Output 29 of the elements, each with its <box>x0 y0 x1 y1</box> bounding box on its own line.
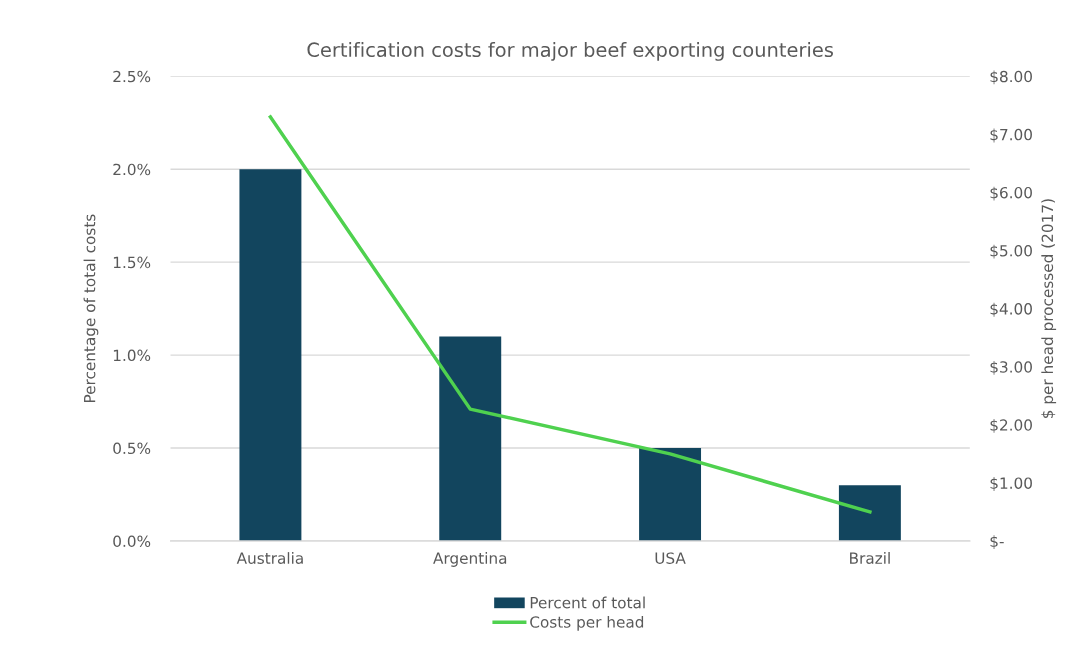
y2-tick-label: $2.00 <box>990 419 1032 433</box>
y2-tick-label: $1.00 <box>990 477 1032 491</box>
legend-label: Costs per head <box>530 615 644 631</box>
y2-axis-title: $ per head processed (2017) <box>1041 199 1057 418</box>
x-tick-label: Australia <box>236 552 303 564</box>
y-axis-title: Percentage of total costs <box>83 214 99 403</box>
x-tick-label: Argentina <box>433 552 507 567</box>
bar <box>639 448 702 542</box>
y2-tick-label: $4.00 <box>990 302 1032 317</box>
y2-tick-label: $3.00 <box>990 360 1032 375</box>
bar <box>838 485 901 542</box>
y2-tick-label: $- <box>990 535 1004 550</box>
y-tick-label: 2.5% <box>113 70 151 83</box>
y2-tick-label: $7.00 <box>990 128 1032 143</box>
y-tick-label: 0.5% <box>113 442 151 455</box>
y2-tick-label: $5.00 <box>990 244 1032 259</box>
y-tick-label: 1.0% <box>113 349 151 362</box>
chart-title: Certification costs for major beef exporting counteries <box>307 42 833 61</box>
y2-tick-label: $8.00 <box>990 70 1032 85</box>
line-series <box>268 115 872 514</box>
bar <box>439 336 502 542</box>
x-tick-label: USA <box>655 552 686 564</box>
y2-tick-label: $6.00 <box>990 186 1032 201</box>
y-tick-label: 2.0% <box>113 163 151 176</box>
bar <box>239 169 302 542</box>
y-tick-label: 1.5% <box>113 256 151 269</box>
y-tick-label: 0.0% <box>113 535 151 548</box>
legend-label: Percent of total <box>530 596 645 609</box>
x-tick-label: Brazil <box>850 552 890 564</box>
